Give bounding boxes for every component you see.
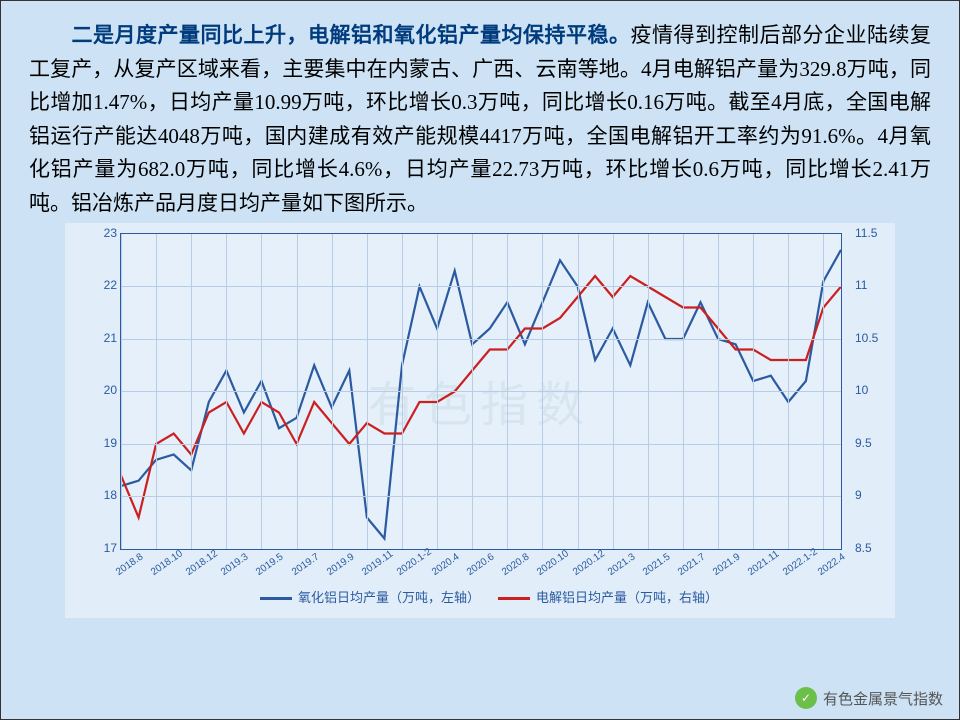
xtick: 2020.1-2 [395, 546, 434, 578]
ytick-right: 11.5 [855, 226, 885, 240]
xtick: 2020.4 [430, 551, 461, 578]
xtick: 2018.8 [114, 551, 145, 578]
ytick-left: 19 [93, 436, 117, 450]
wechat-icon: ✓ [795, 687, 817, 709]
series-line [121, 276, 841, 518]
ytick-left: 18 [93, 488, 117, 502]
ytick-left: 21 [93, 331, 117, 345]
xtick: 2018.10 [149, 548, 185, 578]
xtick: 2021.9 [711, 551, 742, 578]
legend-swatch [260, 597, 292, 600]
xtick: 2019.5 [254, 551, 285, 578]
xtick: 2019.11 [360, 548, 395, 577]
legend-label: 氧化铝日均产量（万吨，左轴） [298, 590, 480, 605]
xtick: 2020.8 [500, 551, 531, 578]
xtick: 2020.10 [535, 548, 571, 578]
xtick: 2019.3 [219, 551, 250, 578]
legend: 氧化铝日均产量（万吨，左轴） 电解铝日均产量（万吨，右轴） [65, 587, 895, 606]
legend-label: 电解铝日均产量（万吨，右轴） [536, 590, 718, 605]
ytick-right: 10.5 [855, 331, 885, 345]
ytick-right: 9 [855, 488, 885, 502]
xtick: 2021.7 [676, 551, 707, 578]
xtick: 2021.5 [641, 551, 672, 578]
paragraph: 二是月度产量同比上升，电解铝和氧化铝产量均保持平稳。疫情得到控制后部分企业陆续复… [1, 1, 959, 221]
xtick: 2019.9 [325, 551, 356, 578]
xtick: 2022.1-2 [781, 546, 820, 578]
ytick-right: 10 [855, 383, 885, 397]
body-text: 疫情得到控制后部分企业陆续复工复产，从复产区域来看，主要集中在内蒙古、广西、云南… [29, 23, 931, 215]
source-footer: ✓ 有色金属景气指数 [795, 687, 943, 709]
legend-swatch [498, 597, 530, 600]
ytick-right: 9.5 [855, 436, 885, 450]
plot-area [120, 233, 842, 550]
xtick: 2021.3 [606, 551, 637, 578]
xtick: 2020.12 [571, 548, 607, 578]
chart-container: 有色指数 氧化铝日均产量（万吨，左轴）电解铝日均产量（万吨，右轴） 171819… [65, 223, 895, 618]
source-label: 有色金属景气指数 [823, 688, 943, 709]
xtick: 2019.7 [290, 551, 321, 578]
ytick-right: 8.5 [855, 541, 885, 555]
ytick-left: 23 [93, 226, 117, 240]
intro-bold: 二是月度产量同比上升，电解铝和氧化铝产量均保持平稳。 [71, 23, 631, 47]
xtick: 2021.11 [746, 548, 781, 577]
ytick-left: 20 [93, 383, 117, 397]
series-line [121, 249, 841, 538]
xtick: 2022.4 [816, 551, 847, 578]
ytick-right: 11 [855, 278, 885, 292]
ytick-left: 17 [93, 541, 117, 555]
xtick: 2020.6 [465, 551, 496, 578]
ytick-left: 22 [93, 278, 117, 292]
xtick: 2018.12 [184, 548, 220, 578]
